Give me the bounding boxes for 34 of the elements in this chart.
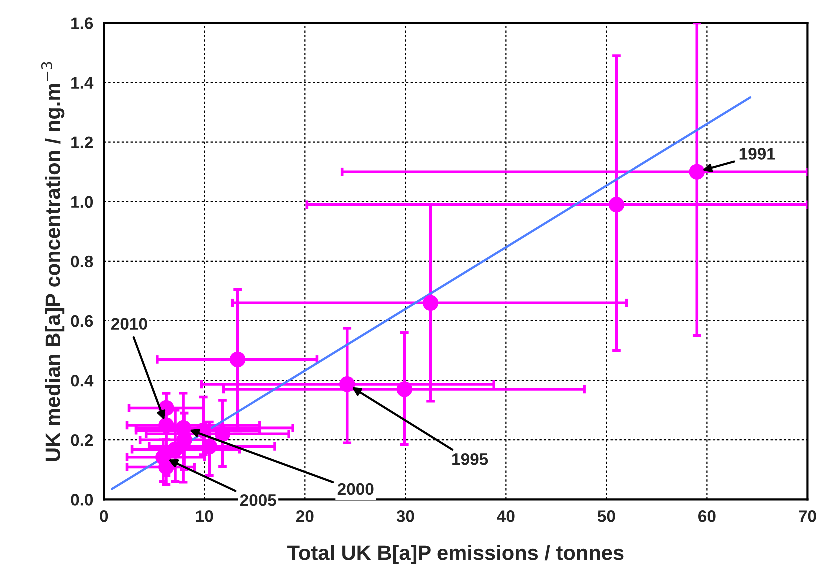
annotation: 2010 xyxy=(111,318,148,330)
point xyxy=(689,164,706,180)
point xyxy=(608,197,625,213)
x-tick-label: 50 xyxy=(598,510,616,522)
y-tick-label: 0.8 xyxy=(71,256,94,268)
y-tick-label: 1.2 xyxy=(72,136,94,148)
point xyxy=(396,382,413,398)
y-tick-label: 0.6 xyxy=(71,315,94,328)
x-tick-label: 30 xyxy=(396,510,414,522)
x-tick-label: 10 xyxy=(196,510,214,522)
point xyxy=(202,438,218,455)
annotation: 2000 xyxy=(338,483,374,496)
x-tick-label: 20 xyxy=(296,510,314,522)
x-tick-label: 60 xyxy=(698,510,716,522)
x-axis-title: Total UK B[a]P emissions / tonnes xyxy=(288,545,624,564)
annotation: 2005 xyxy=(240,494,276,506)
x-tick-label: 70 xyxy=(799,510,816,522)
y-tick-label: 0.0 xyxy=(71,494,94,506)
y-tick-label: 0.4 xyxy=(71,374,94,387)
point xyxy=(168,442,184,458)
annotation: 1991 xyxy=(740,148,776,160)
point xyxy=(340,376,356,392)
y-tick-label: 1.6 xyxy=(72,18,94,30)
point xyxy=(214,426,231,442)
y-tick-label: 0.2 xyxy=(71,434,94,446)
point xyxy=(422,295,439,312)
y-tick-label: 1.0 xyxy=(72,196,94,208)
y-tick-label: 1.4 xyxy=(72,77,94,89)
y-axis-title: UK median B[a]P concentration / ng.m$^{−3}$ xyxy=(41,62,65,462)
point xyxy=(230,352,246,368)
annotation: 1995 xyxy=(452,453,488,466)
x-tick-label: 40 xyxy=(497,510,515,522)
x-tick-label: 0 xyxy=(100,510,108,522)
point xyxy=(158,418,174,434)
